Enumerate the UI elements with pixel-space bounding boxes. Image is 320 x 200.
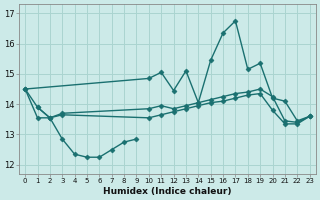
X-axis label: Humidex (Indice chaleur): Humidex (Indice chaleur)	[103, 187, 232, 196]
